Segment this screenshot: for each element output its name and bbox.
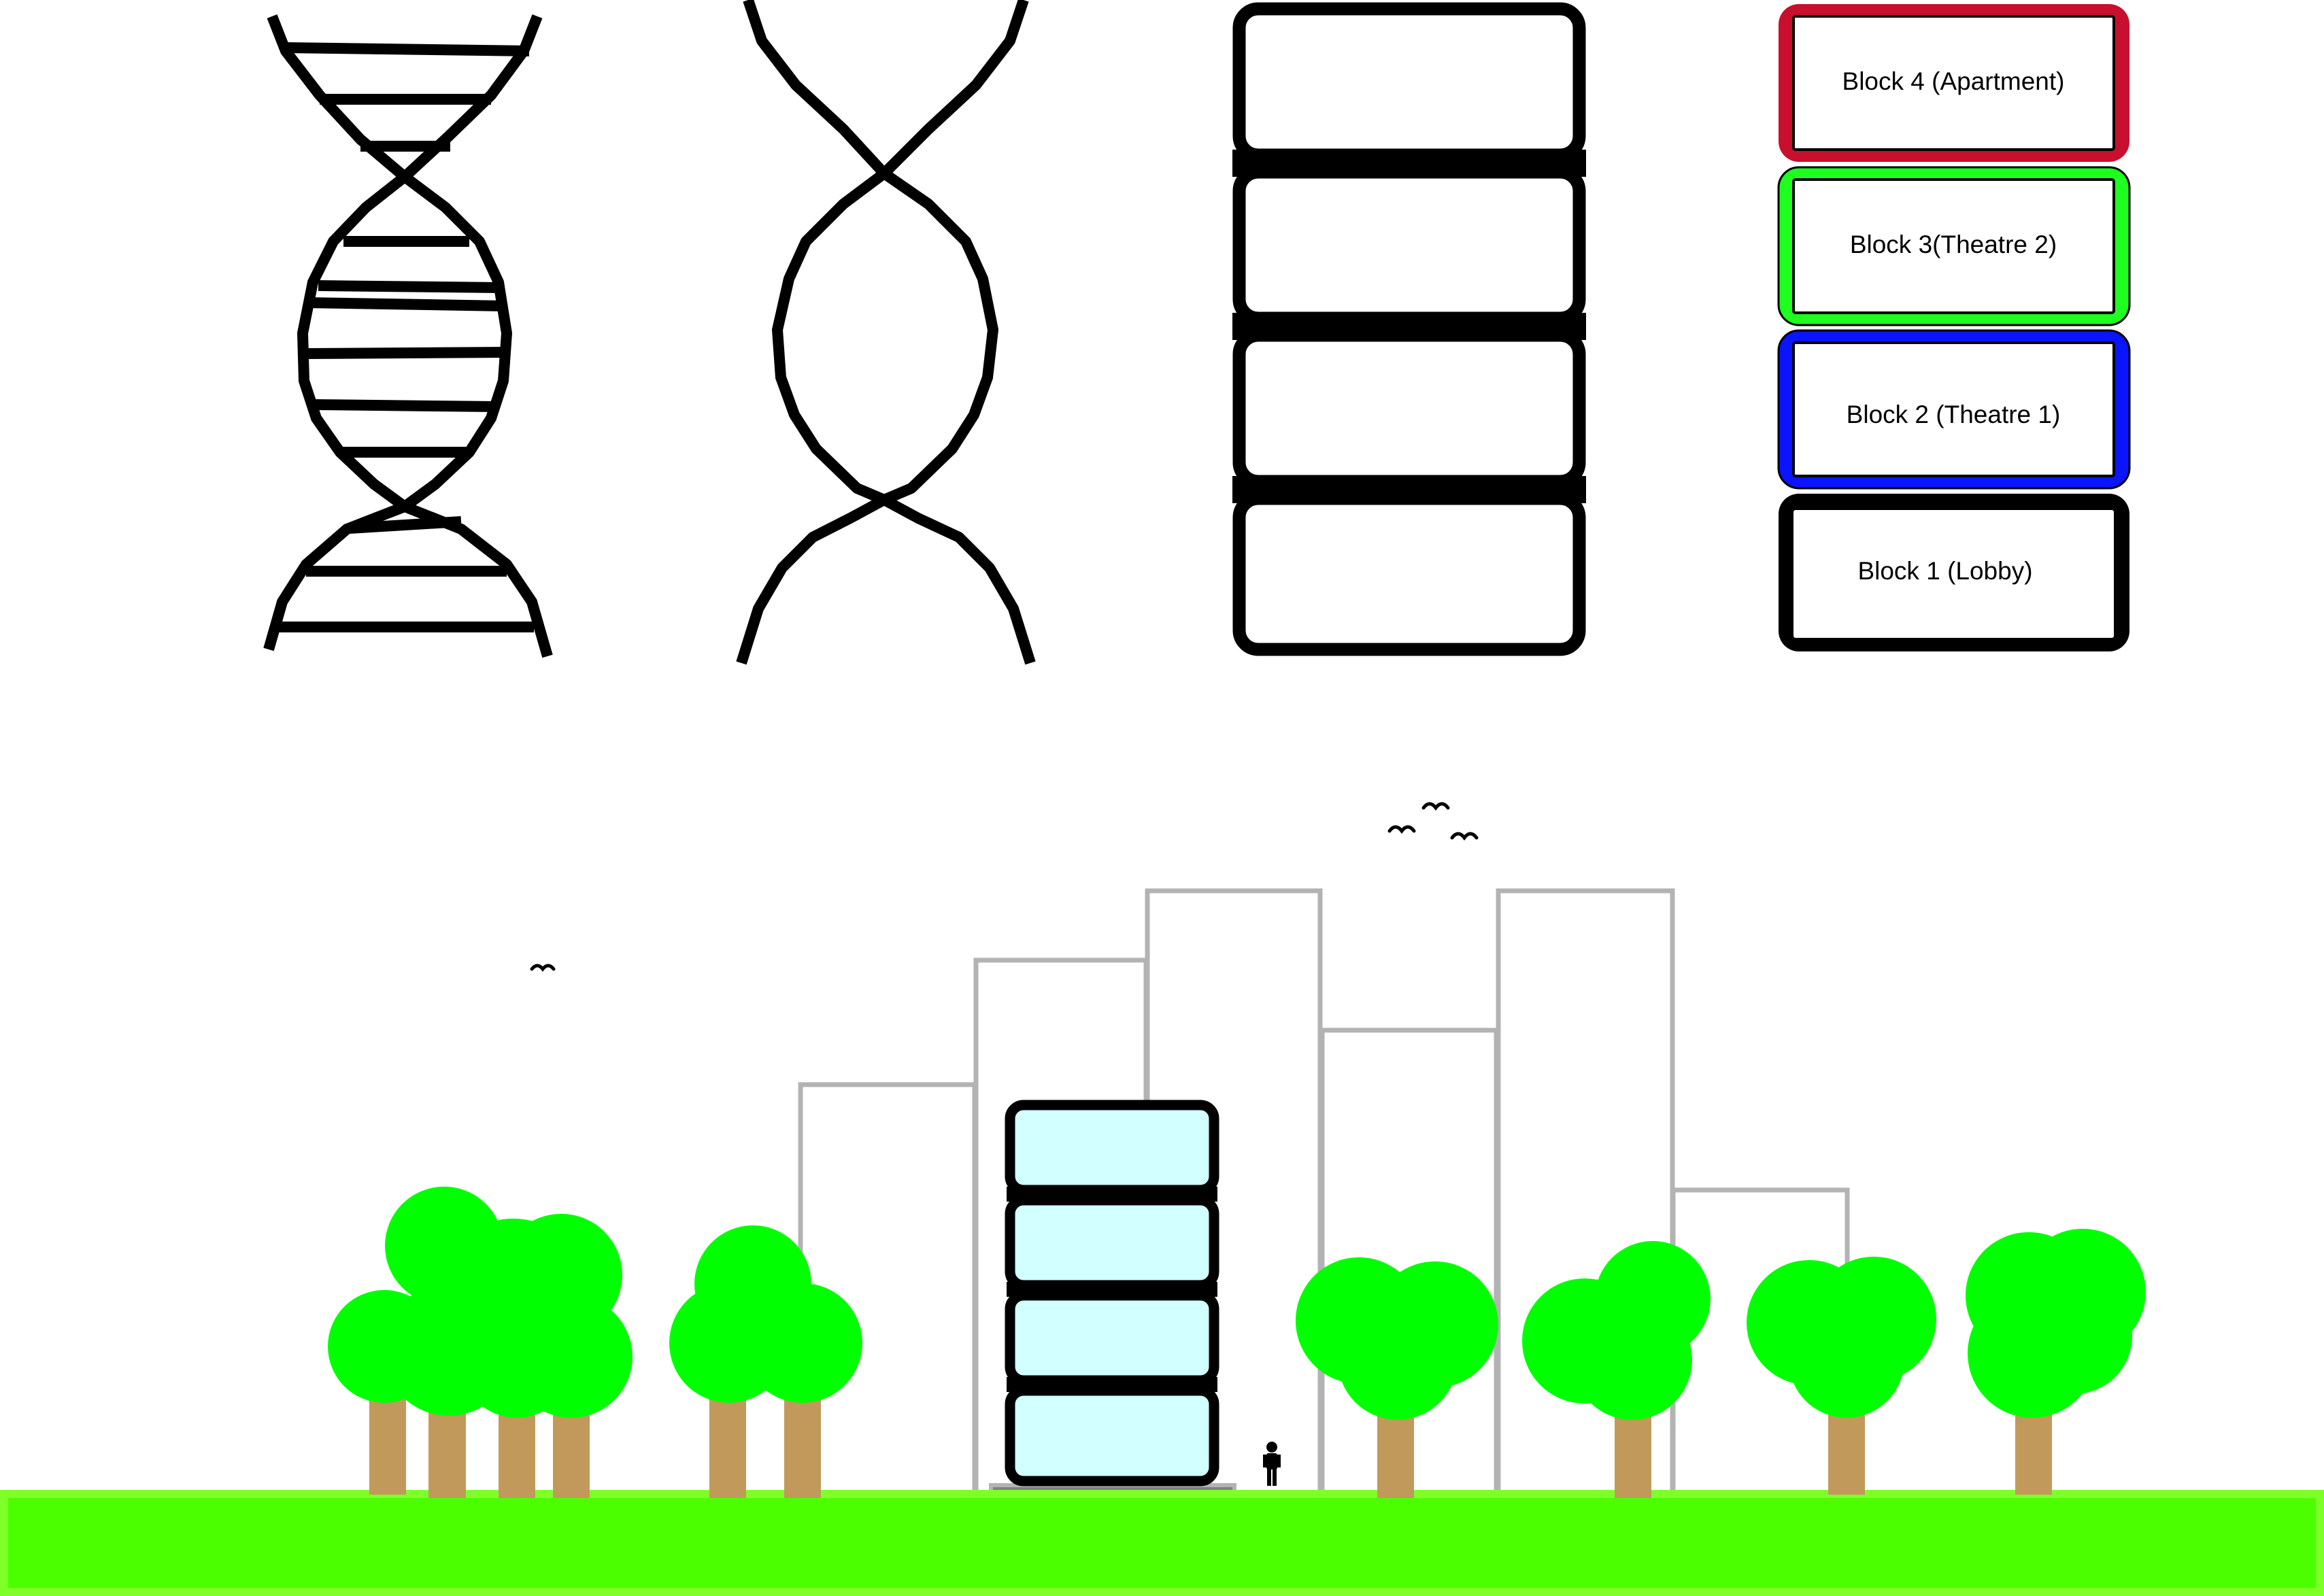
block-2-label: Block 2 (Theatre 1) (1847, 401, 2061, 428)
plain-block-4 (1232, 2, 1586, 162)
block-2: Block 2 (Theatre 1) (1777, 329, 2131, 490)
strand-b (879, 0, 1036, 665)
tree-group-1 (328, 1187, 633, 1498)
plain-block-2 (1232, 328, 1586, 488)
tower-block-3 (1005, 1195, 1219, 1291)
helix-rungs (279, 42, 534, 632)
tree-group-3 (1296, 1257, 1498, 1498)
tree-icon (1296, 1257, 1498, 1420)
bird-icon (1450, 832, 1479, 841)
block-1: Block 1 (Lobby) (1779, 494, 2129, 651)
tree-icon (1522, 1241, 1711, 1420)
tree-icon (669, 1225, 862, 1403)
plain-block-stack (1232, 2, 1586, 656)
tower-block-1 (1005, 1385, 1219, 1487)
block-3-label: Block 3(Theatre 2) (1850, 231, 2057, 258)
tree-icon (1966, 1229, 2146, 1418)
tree-trunk (784, 1394, 821, 1498)
block-1-label: Block 1 (Lobby) (1857, 557, 2032, 585)
person-icon (1263, 1442, 1281, 1486)
tree-icon (328, 1187, 633, 1418)
tree-trunk (369, 1394, 406, 1495)
block-3: Block 3(Theatre 2) (1777, 166, 2131, 326)
tree-icon (1747, 1257, 1936, 1418)
tree-group-5 (1747, 1257, 1936, 1495)
helix-strand-left (263, 14, 410, 651)
tree-trunk (428, 1401, 466, 1498)
tree-group-2 (669, 1225, 862, 1498)
plain-block-1 (1232, 492, 1586, 656)
birds (530, 802, 1479, 972)
strand-a (736, 0, 890, 665)
dna-helix-icon (263, 14, 553, 658)
plain-block-3 (1232, 165, 1586, 325)
bird-icon (530, 964, 556, 972)
block-4: Block 4 (Apartment) (1779, 4, 2129, 162)
stacked-block-tower (989, 1100, 1236, 1504)
block-4-label: Block 4 (Apartment) (1842, 67, 2065, 95)
twisted-strand-icon (736, 0, 1036, 665)
tree-group-6 (1966, 1229, 2146, 1495)
ground (0, 1490, 2324, 1596)
tower-block-4 (1005, 1100, 1219, 1195)
labeled-block-stack: Block 4 (Apartment) Block 3(Theatre 2) B… (1777, 4, 2131, 651)
background-buildings (798, 888, 1850, 1495)
tree-trunk (709, 1394, 746, 1498)
tree-group-4 (1522, 1241, 1711, 1498)
bird-icon (1387, 825, 1416, 834)
tree-trunk (499, 1404, 535, 1498)
tower-block-2 (1005, 1290, 1219, 1386)
bird-icon (1421, 802, 1450, 811)
helix-strand-right (399, 14, 553, 658)
